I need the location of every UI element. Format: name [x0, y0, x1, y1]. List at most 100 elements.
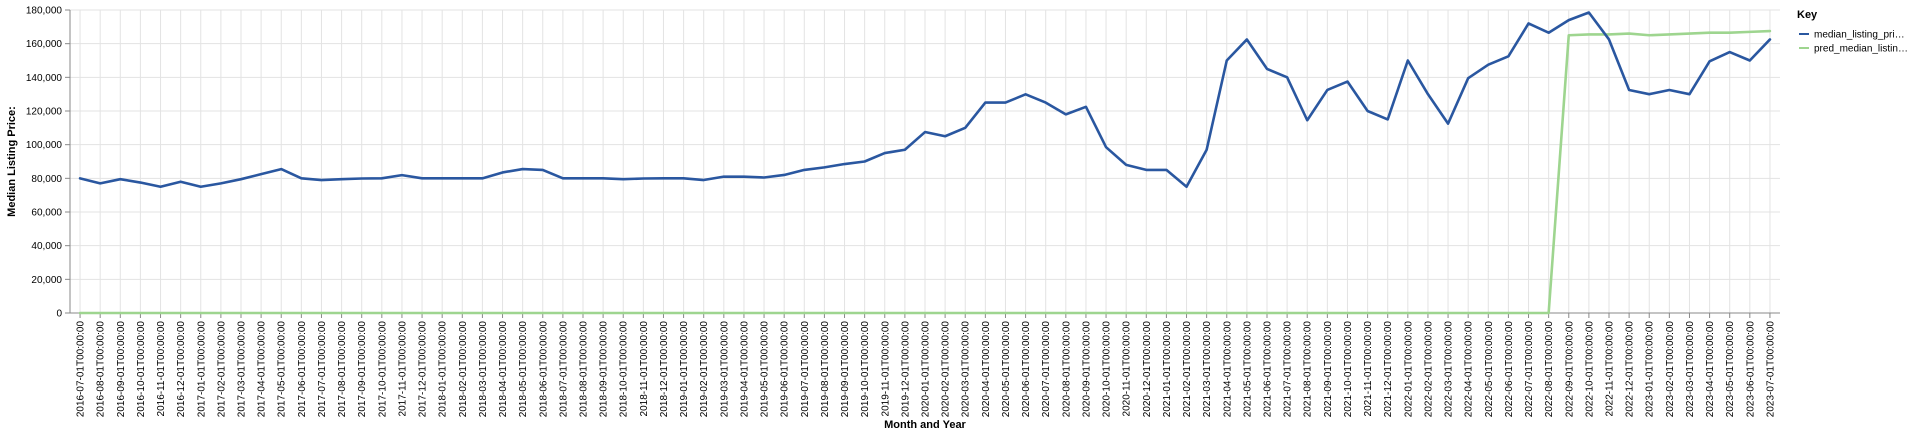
x-tick-label: 2019-07-01T00:00:00	[800, 321, 811, 418]
x-tick-label: 2022-11-01T00:00:00	[1605, 321, 1616, 417]
x-tick-label: 2019-01-01T00:00:00	[679, 321, 690, 418]
x-tick-label: 2020-10-01T00:00:00	[1102, 321, 1113, 418]
x-tick-label: 2021-05-01T00:00:00	[1242, 321, 1253, 418]
y-tick-label: 0	[56, 309, 62, 320]
x-tick-label: 2022-06-01T00:00:00	[1504, 321, 1515, 418]
y-tick-label: 20,000	[31, 275, 62, 286]
x-tick-label: 2018-06-01T00:00:00	[538, 321, 549, 418]
x-tick-label: 2021-08-01T00:00:00	[1303, 321, 1314, 418]
x-tick-label: 2023-05-01T00:00:00	[1725, 321, 1736, 418]
x-tick-label: 2022-07-01T00:00:00	[1524, 321, 1535, 418]
x-tick-label: 2016-11-01T00:00:00	[156, 321, 167, 417]
x-tick-label: 2017-12-01T00:00:00	[418, 321, 429, 418]
series-line-pred-median-listing-price	[78, 29, 1772, 315]
x-tick-label: 2017-02-01T00:00:00	[216, 321, 227, 418]
x-tick-label: 2019-10-01T00:00:00	[860, 321, 871, 418]
x-tick-label: 2019-11-01T00:00:00	[880, 321, 891, 417]
x-tick-label: 2021-11-01T00:00:00	[1363, 321, 1374, 417]
x-tick-label: 2018-01-01T00:00:00	[438, 321, 449, 418]
x-tick-label: 2019-06-01T00:00:00	[780, 321, 791, 418]
x-tick-label: 2022-10-01T00:00:00	[1584, 321, 1595, 418]
x-tick-label: 2018-05-01T00:00:00	[518, 321, 529, 418]
y-tick-label: 80,000	[31, 174, 62, 185]
x-tick-label: 2022-04-01T00:00:00	[1464, 321, 1475, 418]
x-tick-label: 2020-01-01T00:00:00	[921, 321, 932, 418]
x-tick-label: 2021-12-01T00:00:00	[1383, 321, 1394, 418]
gridlines	[70, 9, 1780, 314]
x-tick-label: 2023-01-01T00:00:00	[1645, 321, 1656, 418]
legend-item-median-listing-price: median_listing_pri…	[1799, 30, 1905, 41]
x-tick-label: 2017-06-01T00:00:00	[297, 321, 308, 418]
x-tick-label: 2018-07-01T00:00:00	[558, 321, 569, 418]
x-tick-label: 2021-01-01T00:00:00	[1162, 321, 1173, 418]
x-tick-label: 2023-04-01T00:00:00	[1705, 321, 1716, 418]
x-tick-label: 2017-07-01T00:00:00	[317, 321, 328, 418]
x-tick-label: 2019-04-01T00:00:00	[739, 321, 750, 418]
y-tick-label: 140,000	[26, 73, 63, 84]
x-tick-label: 2018-09-01T00:00:00	[599, 321, 610, 418]
x-tick-label: 2022-01-01T00:00:00	[1403, 321, 1414, 418]
x-tick-label: 2018-04-01T00:00:00	[498, 321, 509, 418]
series-lines	[78, 11, 1772, 315]
x-tick-label: 2019-03-01T00:00:00	[719, 321, 730, 418]
x-tick-label: 2022-09-01T00:00:00	[1564, 321, 1575, 418]
x-tick-label: 2022-08-01T00:00:00	[1544, 321, 1555, 418]
series-line-median-listing-price	[78, 11, 1772, 189]
x-tick-label: 2018-03-01T00:00:00	[478, 321, 489, 418]
x-tick-label: 2019-12-01T00:00:00	[900, 321, 911, 418]
x-tick-label: 2021-06-01T00:00:00	[1263, 321, 1274, 418]
x-tick-label: 2022-05-01T00:00:00	[1484, 321, 1495, 418]
x-tick-label: 2018-12-01T00:00:00	[659, 321, 670, 418]
y-tick-label: 160,000	[26, 39, 63, 50]
x-tick-label: 2018-02-01T00:00:00	[458, 321, 469, 418]
y-axis-title: Median Listing Price:	[6, 106, 18, 217]
x-tick-label: 2020-02-01T00:00:00	[941, 321, 952, 418]
x-tick-label: 2022-03-01T00:00:00	[1444, 321, 1455, 418]
y-tick-label: 60,000	[31, 208, 62, 219]
x-tick-label: 2017-01-01T00:00:00	[196, 321, 207, 418]
legend-title: Key	[1797, 9, 1818, 21]
x-tick-label: 2021-09-01T00:00:00	[1323, 321, 1334, 418]
x-tick-label: 2019-08-01T00:00:00	[820, 321, 831, 418]
x-tick-label: 2016-10-01T00:00:00	[136, 321, 147, 418]
x-tick-label: 2016-09-01T00:00:00	[116, 321, 127, 418]
x-tick-label: 2016-12-01T00:00:00	[176, 321, 187, 418]
x-axis-title: Month and Year	[884, 419, 966, 431]
x-tick-label: 2023-07-01T00:00:00	[1765, 321, 1776, 418]
x-tick-label: 2017-09-01T00:00:00	[357, 321, 368, 418]
x-tick-label: 2016-07-01T00:00:00	[76, 321, 87, 418]
legend: Key median_listing_pri… pred_median_list…	[1797, 9, 1908, 55]
x-tick-label: 2021-02-01T00:00:00	[1182, 321, 1193, 418]
y-tick-label: 40,000	[31, 241, 62, 252]
x-tick-label: 2021-04-01T00:00:00	[1222, 321, 1233, 418]
x-tick-label: 2017-04-01T00:00:00	[257, 321, 268, 418]
x-tick-label: 2020-11-01T00:00:00	[1122, 321, 1133, 417]
legend-label: pred_median_listin…	[1814, 44, 1908, 55]
x-tick-label: 2023-06-01T00:00:00	[1745, 321, 1756, 418]
x-tick-label: 2017-08-01T00:00:00	[337, 321, 348, 418]
x-tick-label: 2020-04-01T00:00:00	[981, 321, 992, 418]
x-tick-label: 2022-12-01T00:00:00	[1625, 321, 1636, 418]
x-tick-label: 2017-11-01T00:00:00	[397, 321, 408, 417]
x-tick-label: 2020-12-01T00:00:00	[1142, 321, 1153, 418]
x-tick-label: 2020-05-01T00:00:00	[1001, 321, 1012, 418]
y-tick-label: 120,000	[26, 107, 63, 118]
x-tick-label: 2020-09-01T00:00:00	[1081, 321, 1092, 418]
x-tick-label: 2023-03-01T00:00:00	[1685, 321, 1696, 418]
x-tick-label: 2019-05-01T00:00:00	[760, 321, 771, 418]
x-tick-label: 2018-10-01T00:00:00	[619, 321, 630, 418]
x-tick-label: 2023-02-01T00:00:00	[1665, 321, 1676, 418]
y-tick-label: 180,000	[26, 6, 63, 17]
legend-label: median_listing_pri…	[1814, 30, 1905, 41]
x-tick-label: 2016-08-01T00:00:00	[96, 321, 107, 418]
x-tick-label: 2022-02-01T00:00:00	[1423, 321, 1434, 418]
x-tick-label: 2017-10-01T00:00:00	[377, 321, 388, 418]
x-tick-label: 2021-03-01T00:00:00	[1202, 321, 1213, 418]
x-tick-label: 2020-03-01T00:00:00	[961, 321, 972, 418]
y-axis-ticks: 0 20,000 40,000 60,000 80,000 100,000 120,000 1…	[26, 6, 70, 320]
x-tick-label: 2020-08-01T00:00:00	[1061, 321, 1072, 418]
x-tick-label: 2019-02-01T00:00:00	[699, 321, 710, 418]
y-tick-label: 100,000	[26, 140, 63, 151]
